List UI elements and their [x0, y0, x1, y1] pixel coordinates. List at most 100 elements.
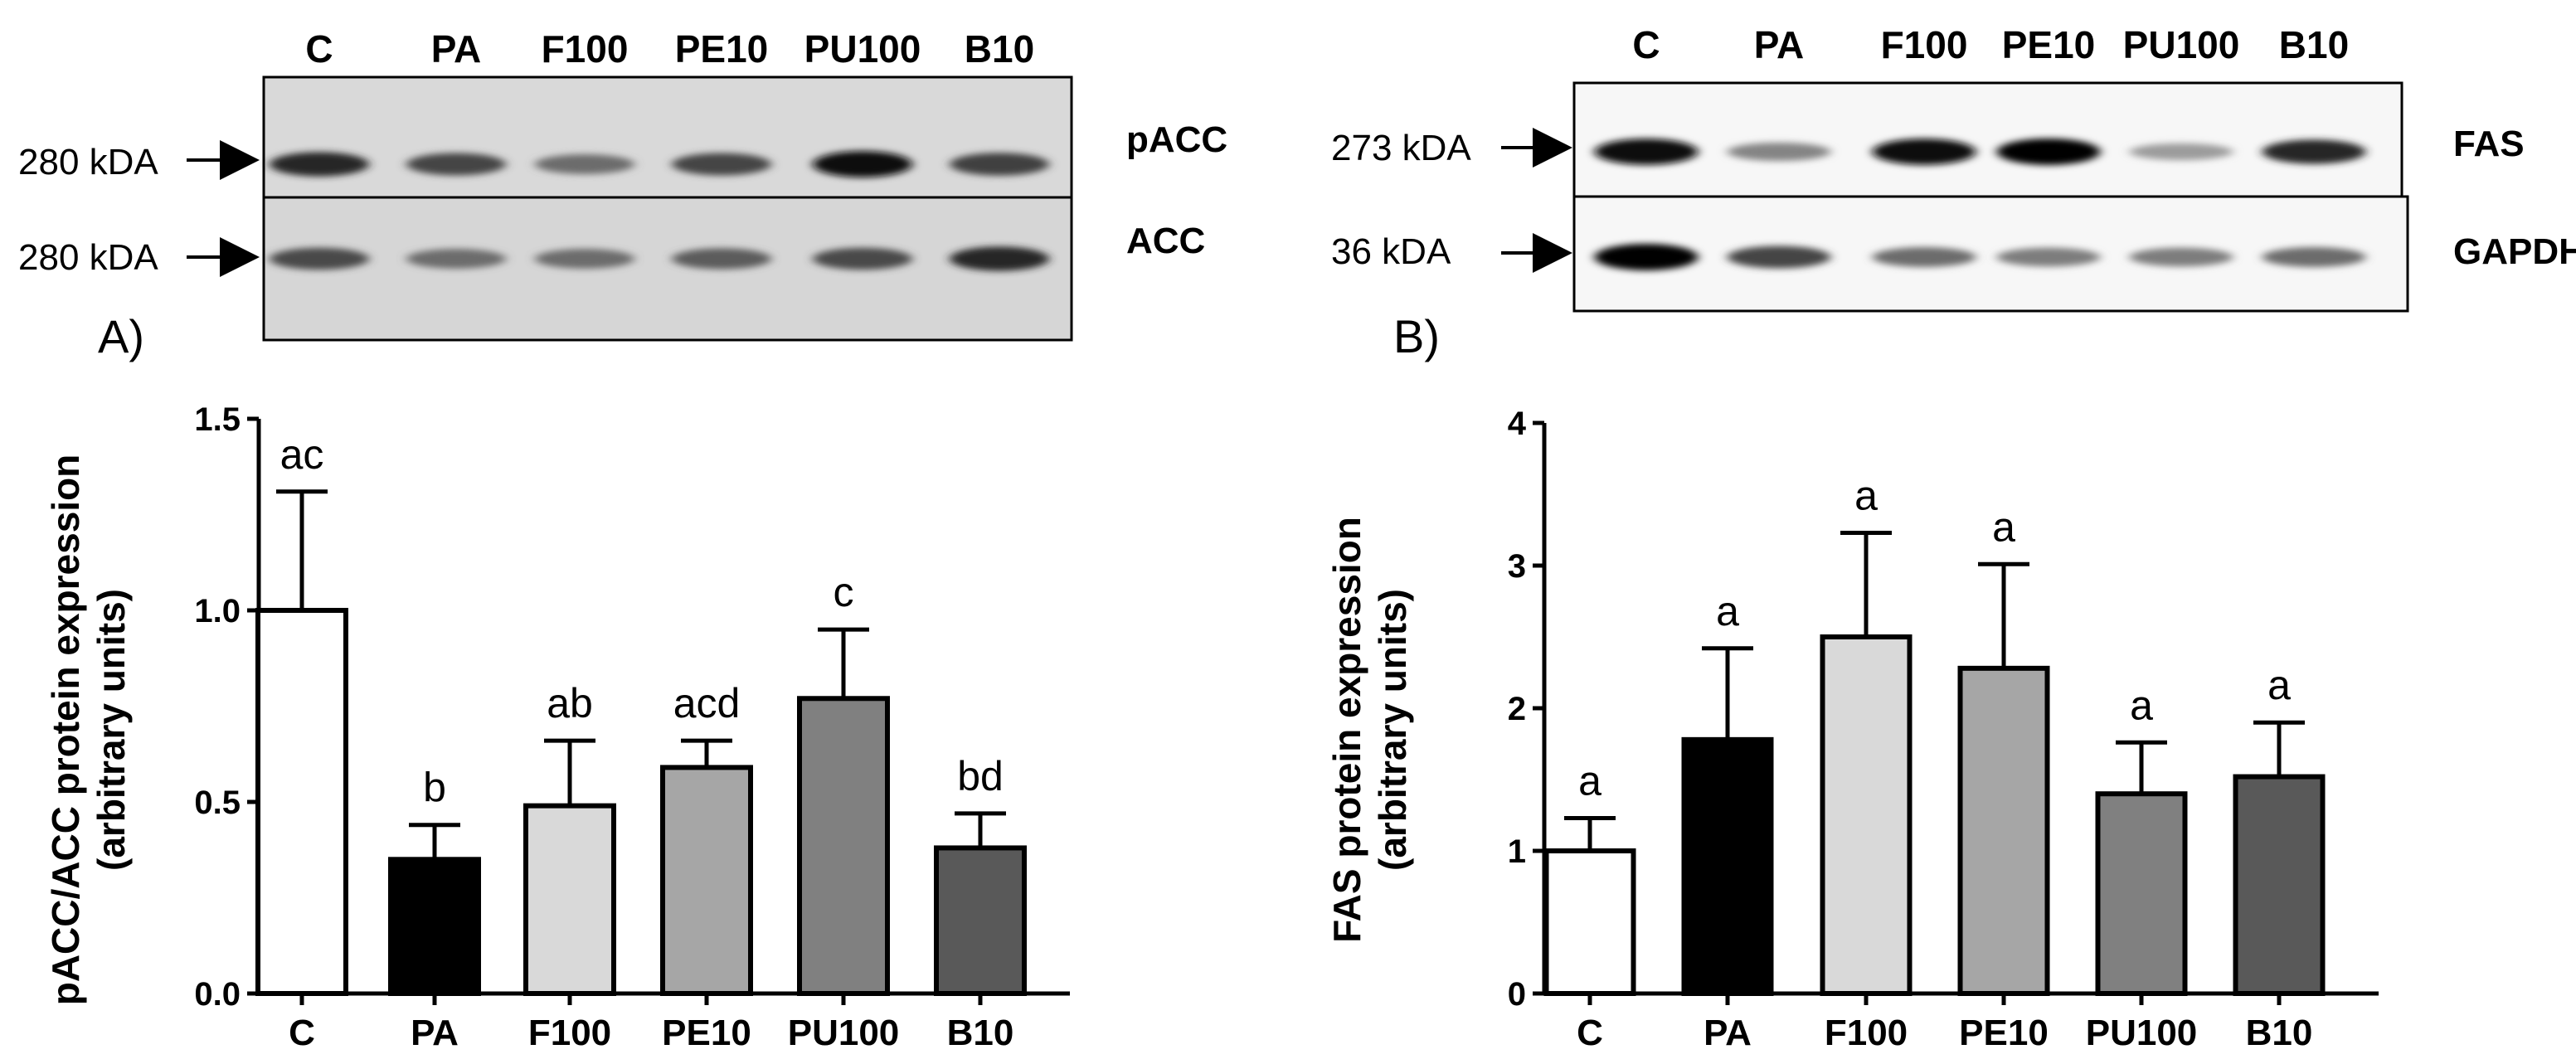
pacc-blot-membrane: [262, 75, 1073, 199]
chart-a: A) pACC/ACC protein expression (arbitrar…: [44, 310, 1070, 1053]
significance-label: a: [1854, 472, 1878, 518]
left-lane-label: PU100: [804, 27, 921, 70]
x-tick-label: PA: [1704, 1013, 1752, 1053]
fas-label: FAS: [2453, 124, 2525, 164]
y-tick-label: 1: [1508, 833, 1526, 870]
acc-band: [270, 247, 369, 270]
fas-band: [2129, 143, 2233, 161]
y-tick-label: 1.0: [194, 593, 241, 629]
x-tick-label: B10: [947, 1013, 1014, 1053]
x-tick-label: C: [1577, 1013, 1603, 1053]
right-lane-label: PU100: [2123, 23, 2240, 66]
x-tick-label: C: [289, 1013, 315, 1053]
pacc-band: [813, 151, 912, 177]
left-lane-label: B10: [965, 27, 1034, 70]
gapdh-band: [1727, 245, 1831, 269]
fas-band: [2262, 139, 2366, 164]
acc-band: [813, 247, 912, 270]
significance-label: a: [1992, 503, 2015, 550]
bar: [2095, 791, 2188, 997]
left-lane-label: F100: [542, 27, 629, 70]
significance-label: a: [1578, 757, 1601, 804]
pacc-band: [672, 153, 771, 176]
y-tick-label: 0.5: [194, 785, 241, 821]
x-tick-label: PE10: [662, 1013, 751, 1053]
y-tick-label: 0: [1508, 976, 1526, 1013]
left-lane-label: C: [305, 27, 333, 70]
significance-label: bd: [957, 753, 1004, 799]
bar: [1681, 736, 1774, 997]
significance-label: ab: [547, 680, 593, 726]
fas-band: [1727, 142, 1831, 162]
significance-label: ac: [280, 431, 324, 478]
gapdh-band: [2262, 247, 2366, 267]
right-lane-label: PE10: [2002, 23, 2096, 66]
bar: [1820, 634, 1913, 996]
significance-label: acd: [673, 680, 741, 726]
bar: [1543, 848, 1636, 996]
chart-b-ylabel-line2: (arbitrary units): [1371, 589, 1414, 871]
x-tick-label: PE10: [1959, 1013, 2049, 1053]
pacc-band: [270, 152, 369, 177]
x-tick-label: PA: [411, 1013, 459, 1053]
x-tick-label: B10: [2246, 1013, 2313, 1053]
chart-a-ylabel-line1: pACC/ACC protein expression: [44, 454, 87, 1006]
significance-label: b: [423, 765, 446, 811]
chart-b-ylabel-line1: FAS protein expression: [1325, 517, 1368, 943]
acc-blot-membrane: [262, 196, 1073, 342]
acc-bands: [270, 246, 1049, 271]
bar: [255, 608, 348, 996]
y-tick-label: 1.5: [194, 401, 241, 438]
bar: [1957, 665, 2050, 997]
x-tick-label: PU100: [2086, 1013, 2198, 1053]
chart-b: B) FAS protein expression (arbitrary uni…: [1325, 310, 2379, 1053]
fas-band: [1872, 138, 1976, 165]
right-blot: C PA F100 PE10 PU100 B10 273 kDA 36 kDA …: [1331, 23, 2576, 313]
left-blot-lane-labels: C PA F100 PE10 PU100 B10: [305, 27, 1034, 70]
left-blot: C PA F100 PE10 PU100 B10 280 kDA 280 kDA…: [18, 27, 1227, 342]
chart-a-ylabel-line2: (arbitrary units): [90, 589, 133, 871]
x-tick-label: F100: [1825, 1013, 1908, 1053]
significance-label: a: [2267, 662, 2291, 708]
right-lane-label: B10: [2279, 23, 2349, 66]
acc-band: [535, 249, 634, 269]
fas-bands: [1594, 138, 2366, 165]
bar: [934, 845, 1027, 996]
acc-band: [406, 249, 506, 269]
fas-band: [1594, 138, 1699, 165]
right-lane-label: PA: [1754, 23, 1805, 66]
significance-label: a: [2130, 682, 2153, 728]
acc-mw-label: 280 kDA: [18, 237, 158, 278]
gapdh-label: GAPDH: [2453, 231, 2576, 272]
left-lane-label: PE10: [675, 27, 769, 70]
y-tick-label: 2: [1508, 691, 1526, 727]
significance-label: c: [834, 569, 854, 615]
gapdh-band: [1996, 247, 2101, 267]
bar: [523, 803, 616, 996]
fas-blot-membrane: [1572, 81, 2403, 198]
right-lane-label: C: [1632, 23, 1660, 66]
acc-label: ACC: [1126, 221, 1205, 261]
bar: [2233, 774, 2326, 996]
pacc-band: [535, 154, 634, 174]
bar: [660, 765, 753, 996]
gapdh-band: [1594, 244, 1699, 270]
gapdh-mw-label: 36 kDA: [1331, 231, 1451, 272]
x-tick-label: F100: [528, 1013, 611, 1053]
pacc-label: pACC: [1126, 119, 1227, 160]
bar: [797, 696, 890, 996]
fas-mw-label: 273 kDA: [1331, 128, 1471, 168]
y-tick-label: 4: [1508, 406, 1527, 442]
pacc-band: [406, 153, 506, 176]
right-lane-label: F100: [1881, 23, 1968, 66]
left-lane-label: PA: [431, 27, 482, 70]
fas-band: [1996, 138, 2101, 165]
x-tick-label: PU100: [788, 1013, 900, 1053]
pacc-bands: [270, 151, 1049, 177]
panel-b-label: B): [1393, 310, 1440, 362]
pacc-mw-label: 280 kDA: [18, 142, 158, 182]
y-tick-label: 0.0: [194, 976, 241, 1013]
acc-band: [672, 248, 771, 270]
right-blot-lane-labels: C PA F100 PE10 PU100 B10: [1632, 23, 2349, 66]
